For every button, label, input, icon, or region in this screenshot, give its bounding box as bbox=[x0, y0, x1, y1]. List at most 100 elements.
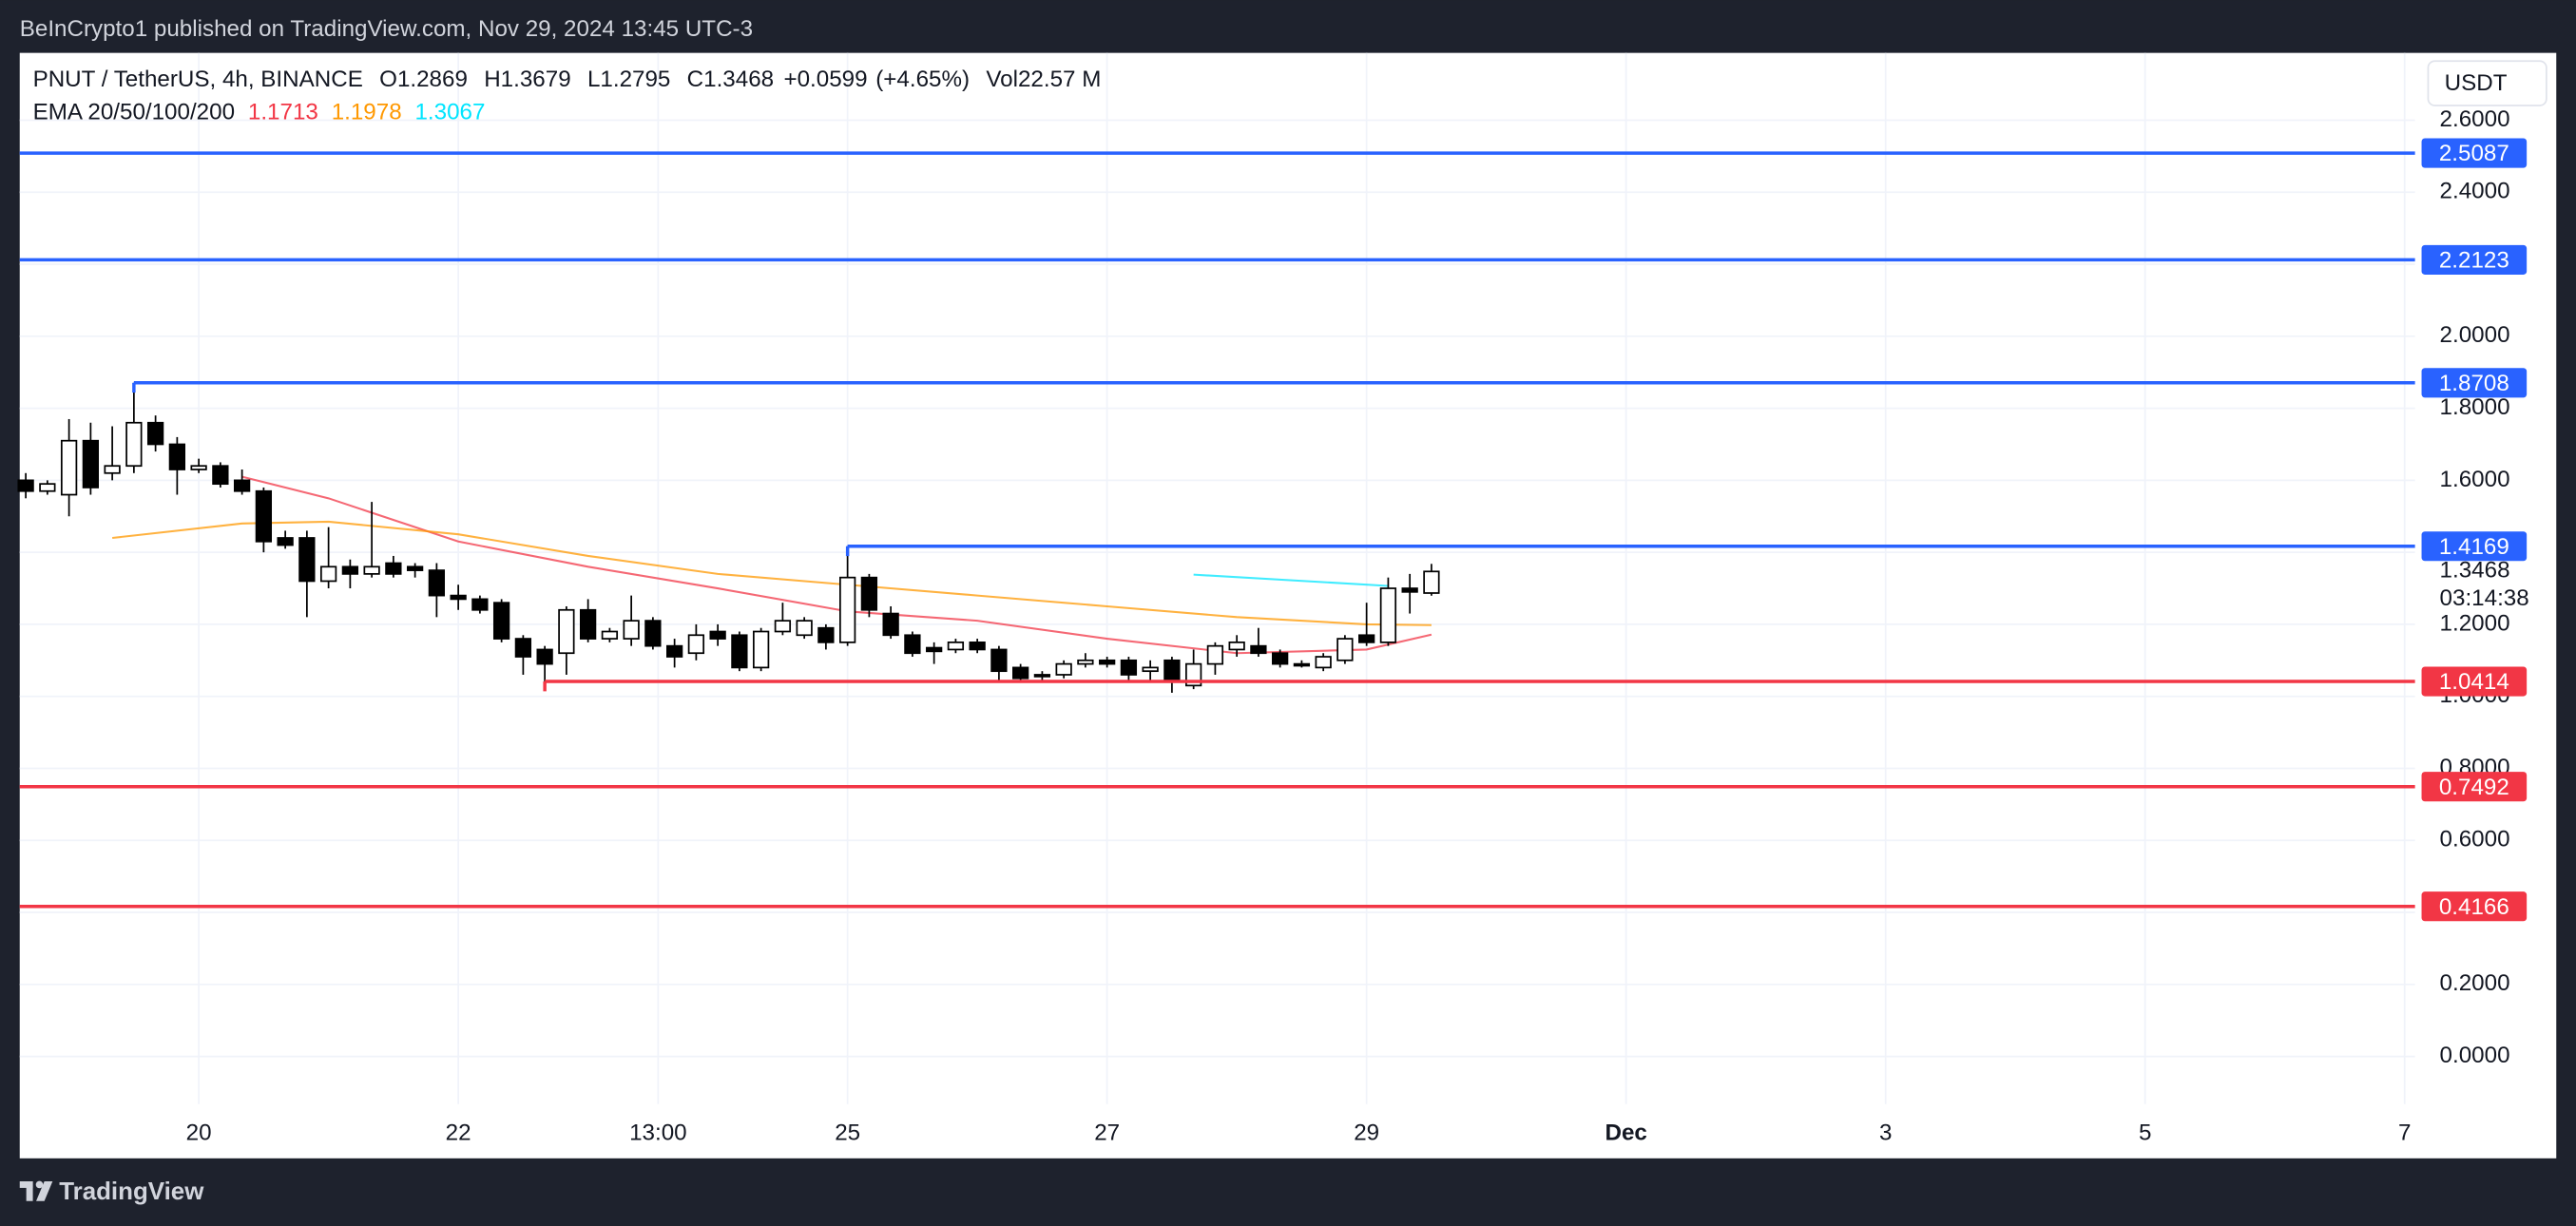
ema-line bbox=[111, 520, 1432, 626]
currency-button[interactable] bbox=[2427, 60, 2547, 106]
legend-prefix: L bbox=[587, 67, 600, 92]
candle-body bbox=[904, 634, 921, 655]
candle-body bbox=[428, 569, 446, 597]
candle-body bbox=[644, 620, 662, 647]
legend-prefix: C bbox=[687, 67, 703, 92]
header-text: BeInCrypto1 published on TradingView.com… bbox=[20, 16, 753, 42]
candle-body bbox=[168, 443, 186, 470]
legend-prefix: Vol bbox=[986, 67, 1018, 92]
legend-ema: EMA 20/50/100/200 1.1713 1.1978 1.3067 bbox=[33, 100, 486, 125]
level-label: 0.4166 bbox=[2439, 894, 2509, 920]
level-label-box bbox=[2421, 138, 2528, 168]
x-tick-label: 7 bbox=[2398, 1120, 2411, 1145]
level-label: 1.8708 bbox=[2439, 371, 2509, 396]
candle-body bbox=[579, 608, 597, 640]
legend-ema-value: 1.1978 bbox=[332, 100, 402, 125]
candle-body bbox=[1099, 659, 1116, 665]
x-tick-label: 3 bbox=[1879, 1120, 1892, 1145]
x-tick-label: 20 bbox=[186, 1120, 212, 1145]
y-tick-label: 2.0000 bbox=[2440, 322, 2510, 348]
candle-body bbox=[39, 483, 56, 492]
candle-body bbox=[17, 479, 34, 492]
candle-body bbox=[558, 608, 575, 655]
legend-prefix: H bbox=[484, 67, 500, 92]
candle-body bbox=[1120, 659, 1138, 676]
candle-body bbox=[1033, 674, 1051, 678]
level-label-box bbox=[2421, 368, 2528, 398]
candle-body bbox=[1012, 666, 1029, 680]
candle-body bbox=[601, 630, 619, 640]
x-tick-label: Dec bbox=[1605, 1120, 1646, 1145]
candle-body bbox=[839, 576, 856, 643]
x-tick-label: 22 bbox=[446, 1120, 471, 1145]
candle-body bbox=[1228, 642, 1245, 651]
candle-body bbox=[1272, 652, 1289, 665]
candle-body bbox=[298, 537, 316, 583]
candle-body bbox=[817, 626, 835, 643]
candle-body bbox=[623, 620, 640, 640]
candle-body bbox=[492, 602, 510, 640]
candle-body bbox=[1142, 666, 1159, 673]
y-tick-label: 0.6000 bbox=[2440, 827, 2510, 852]
legend-change-pct: (+4.65%) bbox=[875, 67, 970, 92]
candle-body bbox=[796, 620, 813, 637]
candle-body bbox=[319, 565, 337, 583]
candle-body bbox=[947, 642, 965, 651]
level-label-box bbox=[2421, 772, 2528, 802]
candle-body bbox=[882, 612, 899, 637]
candle-body bbox=[731, 634, 748, 669]
candle-body bbox=[82, 439, 100, 488]
x-tick-label: 29 bbox=[1354, 1120, 1379, 1145]
candle-body bbox=[969, 642, 986, 651]
logo-part bbox=[26, 1180, 33, 1201]
legend-value: 1.3679 bbox=[501, 67, 571, 92]
chart-area bbox=[19, 52, 2557, 1159]
candle-body bbox=[1206, 644, 1224, 665]
legend-change: +0.0599 bbox=[783, 67, 867, 92]
level-label: 0.7492 bbox=[2439, 775, 2509, 800]
candle-body bbox=[1336, 638, 1354, 661]
legend-value: 1.2869 bbox=[397, 67, 468, 92]
x-tick-label: 13:00 bbox=[629, 1120, 687, 1145]
countdown-label: 03:14:38 bbox=[2440, 585, 2529, 611]
currency-label[interactable]: USDT bbox=[2445, 70, 2508, 96]
level-label: 2.2123 bbox=[2439, 248, 2509, 274]
candle-body bbox=[536, 648, 553, 665]
candle-body bbox=[1055, 662, 1072, 676]
legend-prefix: O bbox=[379, 67, 397, 92]
legend-title: PNUT / TetherUS, 4h, BINANCE bbox=[33, 67, 363, 92]
candle-body bbox=[1379, 587, 1397, 643]
legend-value: 1.3468 bbox=[703, 67, 774, 92]
candle-body bbox=[1163, 659, 1181, 683]
candle-body bbox=[450, 594, 467, 601]
candle-body bbox=[1315, 656, 1332, 669]
y-tick-label: 2.6000 bbox=[2440, 106, 2510, 132]
candle-body bbox=[233, 479, 251, 492]
ema-line bbox=[1193, 573, 1389, 587]
y-tick-label: 0.2000 bbox=[2440, 970, 2510, 996]
footer-text[interactable]: TradingView bbox=[59, 1178, 204, 1205]
last-price-label: 1.3468 bbox=[2440, 558, 2510, 584]
candle-body bbox=[990, 648, 1008, 673]
legend-value: 22.57 M bbox=[1018, 67, 1101, 92]
candle-body bbox=[1401, 587, 1418, 593]
candle-body bbox=[665, 644, 683, 658]
y-tick-label: 1.8000 bbox=[2440, 394, 2510, 420]
candle-body bbox=[212, 465, 229, 486]
candle-body bbox=[1358, 634, 1375, 643]
level-label-box bbox=[2421, 891, 2528, 922]
candle-body bbox=[190, 465, 207, 470]
candle-body bbox=[774, 620, 792, 633]
logo-part bbox=[36, 1180, 53, 1201]
candle-body bbox=[146, 421, 164, 446]
legend-ema-value: 1.1713 bbox=[248, 100, 318, 125]
y-tick-label: 1.6000 bbox=[2440, 467, 2510, 492]
candle-body bbox=[385, 562, 402, 575]
logo bbox=[19, 1180, 53, 1201]
legend-ema-value: 1.3067 bbox=[414, 100, 485, 125]
candle-body bbox=[860, 576, 878, 611]
candle-body bbox=[1077, 659, 1094, 665]
level-label: 1.0414 bbox=[2439, 669, 2509, 695]
y-tick-label: 0.0000 bbox=[2440, 1043, 2510, 1068]
